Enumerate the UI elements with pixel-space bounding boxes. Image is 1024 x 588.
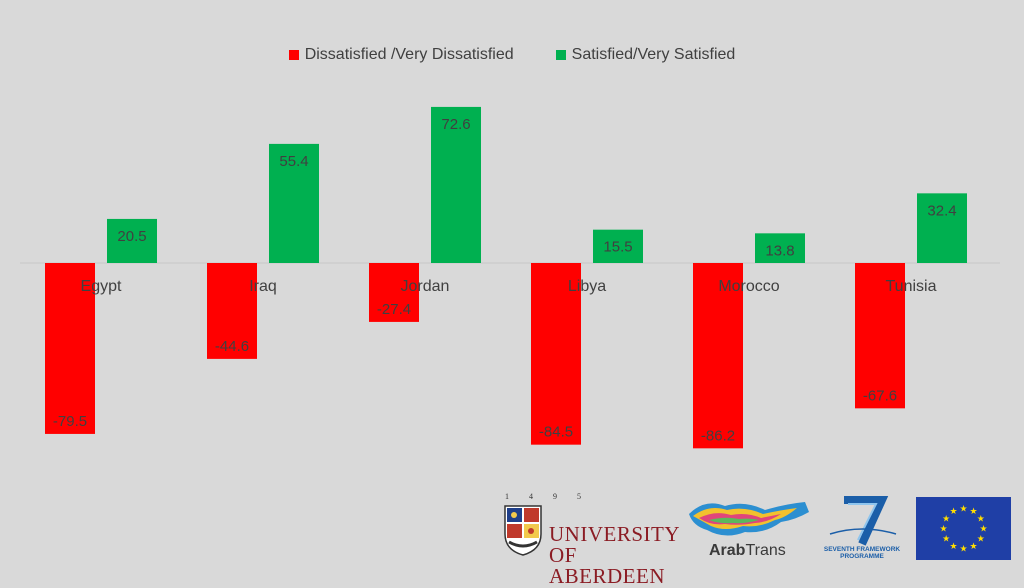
eu-star-icon: ★ [969, 541, 977, 551]
data-label: 72.6 [441, 116, 470, 133]
aberdeen-line2: OF ABERDEEN [549, 543, 665, 588]
eu-star-icon: ★ [977, 534, 985, 544]
arabtrans-bold: Arab [709, 542, 746, 559]
eu-star-icon: ★ [979, 524, 987, 534]
university-of-aberdeen-logo: 1 4 9 5 UNIVERSITY OF ABERDEEN [503, 492, 680, 587]
legend-item-satisfied: Satisfied/Very Satisfied [555, 46, 736, 64]
eu-star-icon: ★ [939, 524, 947, 534]
fp7-line1: SEVENTH FRAMEWORK [823, 546, 901, 553]
bar-chart: -79.5 -44.6 -27.4 -84.5 -86.2 -67.6 20.5 55.4 72… [20, 106, 1000, 449]
arabtrans-logo: ArabTrans [685, 494, 813, 560]
aberdeen-wordmark: UNIVERSITY OF ABERDEEN [549, 524, 680, 587]
eu-star-icon: ★ [959, 544, 967, 554]
eu-star-icon: ★ [969, 506, 977, 516]
bar-satisfied-tunisia [917, 193, 967, 263]
legend-item-dissatisfied: Dissatisfied /Very Dissatisfied [288, 46, 514, 64]
aberdeen-line1: UNIVERSITY [549, 522, 680, 546]
bar-satisfied-egypt [107, 218, 157, 263]
bar-dissatisfied-jordan [369, 263, 419, 322]
category-label: Libya [568, 278, 606, 295]
bar-dissatisfied-tunisia [855, 263, 905, 409]
data-label: 15.5 [603, 239, 632, 256]
aberdeen-year: 1 4 9 5 [505, 492, 590, 501]
bar-dissatisfied-morocco [693, 263, 743, 449]
data-label: -44.6 [215, 338, 249, 355]
fp7-line2: PROGRAMME [840, 553, 884, 560]
category-label: Jordan [401, 278, 450, 295]
eu-star-icon: ★ [942, 514, 950, 524]
eu-star-icon: ★ [959, 504, 967, 514]
eu-star-icon: ★ [949, 506, 957, 516]
fp7-caption: SEVENTH FRAMEWORK PROGRAMME [822, 546, 902, 560]
data-label: 55.4 [279, 153, 308, 170]
category-label: Tunisia [886, 278, 937, 295]
data-label: -27.4 [377, 301, 411, 318]
bar-dissatisfied-iraq [207, 263, 257, 359]
arabtrans-wordmark: ArabTrans [709, 542, 786, 560]
category-label: Iraq [249, 278, 277, 295]
aberdeen-crest-icon [504, 505, 542, 556]
bar-dissatisfied-egypt [45, 263, 95, 434]
partner-logos: 1 4 9 5 UNIVERSITY OF ABERDEEN ArabTrans [500, 492, 1020, 587]
legend-label-satisfied: Satisfied/Very Satisfied [571, 46, 736, 63]
category-label: Morocco [718, 278, 779, 295]
category-label: Egypt [81, 278, 122, 295]
data-label: 20.5 [117, 228, 146, 245]
bar-satisfied-iraq [269, 143, 319, 263]
legend-swatch-dissatisfied [288, 50, 299, 60]
chart-legend: Dissatisfied /Very Dissatisfied Satisfie… [0, 46, 1024, 64]
bar-satisfied-jordan [431, 106, 481, 263]
eu-stars-icon: ★ ★★★★★★★★★★★ [939, 504, 987, 554]
data-label: -86.2 [701, 427, 735, 444]
eu-star-icon: ★ [942, 534, 950, 544]
arabtrans-rest: Trans [745, 542, 786, 559]
data-label: -67.6 [863, 387, 897, 404]
seventh-framework-programme-logo: SEVENTH FRAMEWORK PROGRAMME [822, 494, 902, 560]
data-label: -79.5 [53, 413, 87, 430]
eu-star-icon: ★ [949, 541, 957, 551]
bar-dissatisfied-libya [531, 263, 581, 445]
eu-star-icon: ★ [977, 514, 985, 524]
data-label: 32.4 [927, 202, 956, 219]
data-label: -84.5 [539, 424, 573, 441]
bar-satisfied-libya [593, 229, 643, 263]
fp7-seven-icon [829, 496, 897, 546]
legend-swatch-satisfied [555, 50, 566, 60]
legend-label-dissatisfied: Dissatisfied /Very Dissatisfied [304, 46, 514, 63]
bar-satisfied-morocco [755, 233, 805, 263]
eu-flag-logo: ★ ★ ★ ★ ★ ★ ★ ★ ★ ★ ★ ★ [916, 497, 1011, 560]
data-label: 13.8 [765, 242, 794, 259]
arabtrans-map-icon [689, 502, 809, 536]
